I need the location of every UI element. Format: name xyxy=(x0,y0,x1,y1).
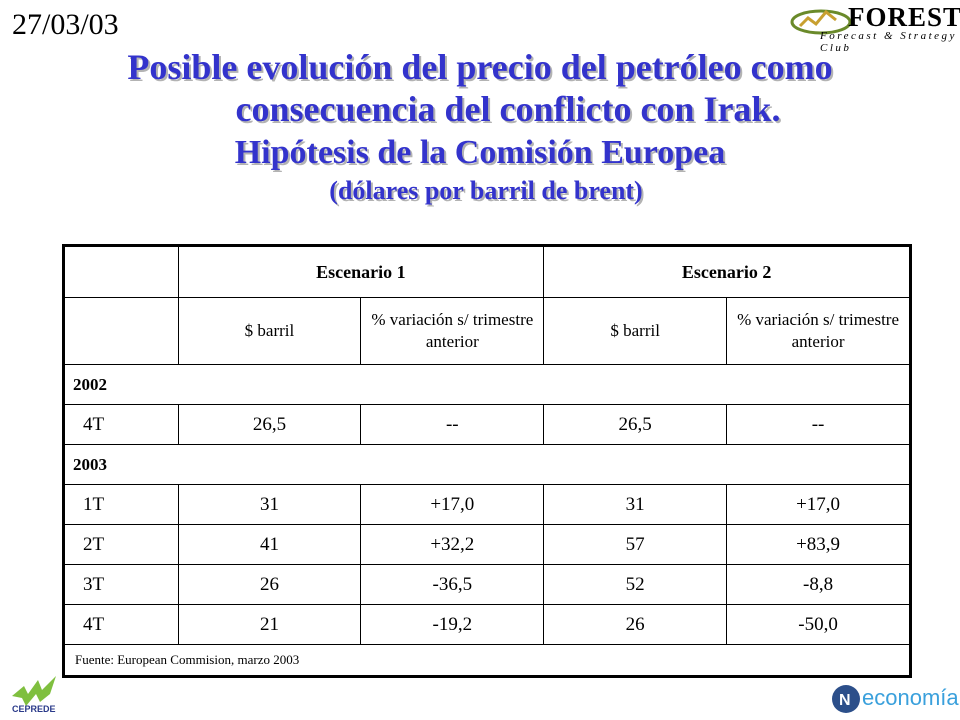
forest-logo-name: FOREST xyxy=(848,2,960,32)
s2-variation-cell: -8,8 xyxy=(726,564,911,605)
source-note: Fuente: European Commision, marzo 2003 xyxy=(63,644,911,677)
ceprede-logo-icon xyxy=(12,676,56,706)
n-economia-logo-icon: N xyxy=(832,685,860,713)
corner-cell xyxy=(63,245,179,298)
s2-price-cell: 26 xyxy=(543,604,728,645)
table-row: 2T 41 +32,2 57 +83,9 xyxy=(63,524,911,565)
s2-price-header: $ barril xyxy=(543,297,728,365)
s1-variation-cell: -36,5 xyxy=(360,564,545,605)
s2-price-cell: 57 xyxy=(543,524,728,565)
slide-title: Posible evolución del precio del petróle… xyxy=(0,46,960,206)
quarter-cell: 3T xyxy=(63,564,179,605)
n-economia-logo-text: economía xyxy=(862,685,959,710)
table-header-row: Escenario 1 Escenario 2 xyxy=(63,245,911,298)
title-line-4: (dólares por barril de brent) xyxy=(329,176,643,205)
scenario-1-header: Escenario 1 xyxy=(177,245,545,298)
s1-variation-cell: -19,2 xyxy=(360,604,545,645)
s2-price-cell: 52 xyxy=(543,564,728,605)
svg-text:N: N xyxy=(839,692,851,709)
s1-variation-header: % variación s/ trimestre anterior xyxy=(360,297,545,365)
table-row: 4T 26,5 -- 26,5 -- xyxy=(63,404,911,445)
year-label: 2003 xyxy=(63,444,911,485)
s1-price-cell: 26,5 xyxy=(177,404,362,445)
table-row: 4T 21 -19,2 26 -50,0 xyxy=(63,604,911,645)
s2-price-cell: 26,5 xyxy=(543,404,728,445)
s1-price-cell: 26 xyxy=(177,564,362,605)
quarter-cell: 4T xyxy=(63,604,179,645)
s1-price-cell: 31 xyxy=(177,484,362,525)
s1-price-cell: 21 xyxy=(177,604,362,645)
title-line-1: Posible evolución del precio del petróle… xyxy=(127,47,833,87)
forest-logo-icon xyxy=(790,9,852,35)
corner-cell xyxy=(63,297,179,365)
quarter-cell: 4T xyxy=(63,404,179,445)
year-row-2003: 2003 xyxy=(63,444,911,485)
slide-date: 27/03/03 xyxy=(12,8,119,41)
s1-price-cell: 41 xyxy=(177,524,362,565)
s2-variation-cell: -50,0 xyxy=(726,604,911,645)
s2-variation-cell: +83,9 xyxy=(726,524,911,565)
table-subheader-row: $ barril % variación s/ trimestre anteri… xyxy=(63,297,911,365)
quarter-cell: 1T xyxy=(63,484,179,525)
scenario-2-header: Escenario 2 xyxy=(543,245,911,298)
s1-variation-cell: +17,0 xyxy=(360,484,545,525)
s2-variation-cell: +17,0 xyxy=(726,484,911,525)
source-row: Fuente: European Commision, marzo 2003 xyxy=(63,644,911,677)
year-row-2002: 2002 xyxy=(63,364,911,405)
s2-variation-header: % variación s/ trimestre anterior xyxy=(726,297,911,365)
quarter-cell: 2T xyxy=(63,524,179,565)
table-row: 1T 31 +17,0 31 +17,0 xyxy=(63,484,911,525)
title-line-2: consecuencia del conflicto con Irak. xyxy=(235,89,781,129)
year-label: 2002 xyxy=(63,364,911,405)
forest-logo-tagline: Forecast & Strategy Club xyxy=(820,30,957,54)
s1-variation-cell: +32,2 xyxy=(360,524,545,565)
title-line-3: Hipótesis de la Comisión Europea xyxy=(234,134,726,171)
s1-variation-cell: -- xyxy=(360,404,545,445)
s2-price-cell: 31 xyxy=(543,484,728,525)
oil-price-table: Escenario 1 Escenario 2 $ barril % varia… xyxy=(62,244,912,678)
s2-variation-cell: -- xyxy=(726,404,911,445)
ceprede-logo-text: CEPREDE xyxy=(12,704,56,714)
table-row: 3T 26 -36,5 52 -8,8 xyxy=(63,564,911,605)
s1-price-header: $ barril xyxy=(177,297,362,365)
